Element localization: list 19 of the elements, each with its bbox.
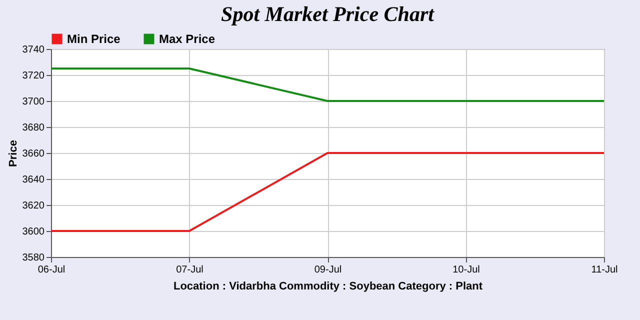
legend-label: Max Price	[159, 32, 216, 46]
y-tick-label: 3580	[22, 252, 45, 264]
y-tick-label: 3740	[22, 44, 45, 56]
y-tick-label: 3640	[22, 174, 45, 186]
x-tick-label: 06-Jul	[38, 264, 66, 276]
y-tick-label: 3660	[22, 148, 45, 160]
y-axis-title: Price	[7, 140, 20, 167]
x-tick-label: 11-Jul	[591, 264, 618, 276]
y-tick-label: 3720	[22, 70, 45, 82]
x-tick-label: 10-Jul	[452, 264, 480, 276]
x-axis-title: Location : Vidarbha Commodity : Soybean Category : Plant	[173, 280, 483, 292]
chart-title: Spot Market Price Chart	[221, 2, 436, 26]
legend-label: Min Price	[67, 32, 121, 46]
x-tick-label: 07-Jul	[176, 264, 204, 276]
y-tick-label: 3700	[22, 96, 45, 108]
y-tick-label: 3620	[22, 200, 45, 212]
y-tick-label: 3600	[22, 226, 45, 238]
y-tick-label: 3680	[22, 122, 45, 134]
x-tick-label: 09-Jul	[314, 264, 342, 276]
